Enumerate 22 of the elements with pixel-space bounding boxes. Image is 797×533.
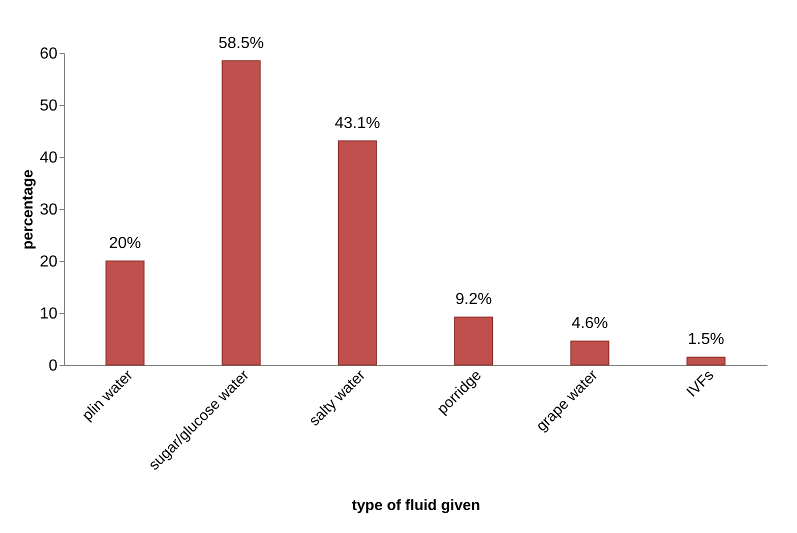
y-axis-title: percentage bbox=[20, 169, 37, 250]
bar bbox=[570, 340, 610, 366]
y-tick-label: 30 bbox=[40, 202, 58, 218]
data-label: 4.6% bbox=[572, 315, 608, 332]
data-label: 43.1% bbox=[334, 114, 380, 132]
x-axis-title: type of fluid given bbox=[352, 497, 480, 514]
y-tick-label: 20 bbox=[40, 254, 58, 270]
y-tick-label: 0 bbox=[48, 358, 58, 374]
y-tick-label: 10 bbox=[40, 306, 58, 322]
data-label: 58.5% bbox=[218, 34, 264, 52]
data-label: 20% bbox=[108, 235, 142, 252]
x-tick-label: IVFs bbox=[683, 366, 718, 401]
y-tick-label: 60 bbox=[40, 46, 58, 62]
bar bbox=[338, 140, 377, 366]
y-tick-label: 40 bbox=[40, 150, 58, 166]
bar bbox=[686, 356, 726, 366]
y-tick-label: 50 bbox=[40, 98, 58, 114]
bar bbox=[454, 316, 494, 366]
bar bbox=[106, 260, 145, 366]
data-label: 1.5% bbox=[688, 331, 724, 348]
data-label: 9.2% bbox=[455, 291, 492, 308]
bar bbox=[222, 60, 261, 366]
